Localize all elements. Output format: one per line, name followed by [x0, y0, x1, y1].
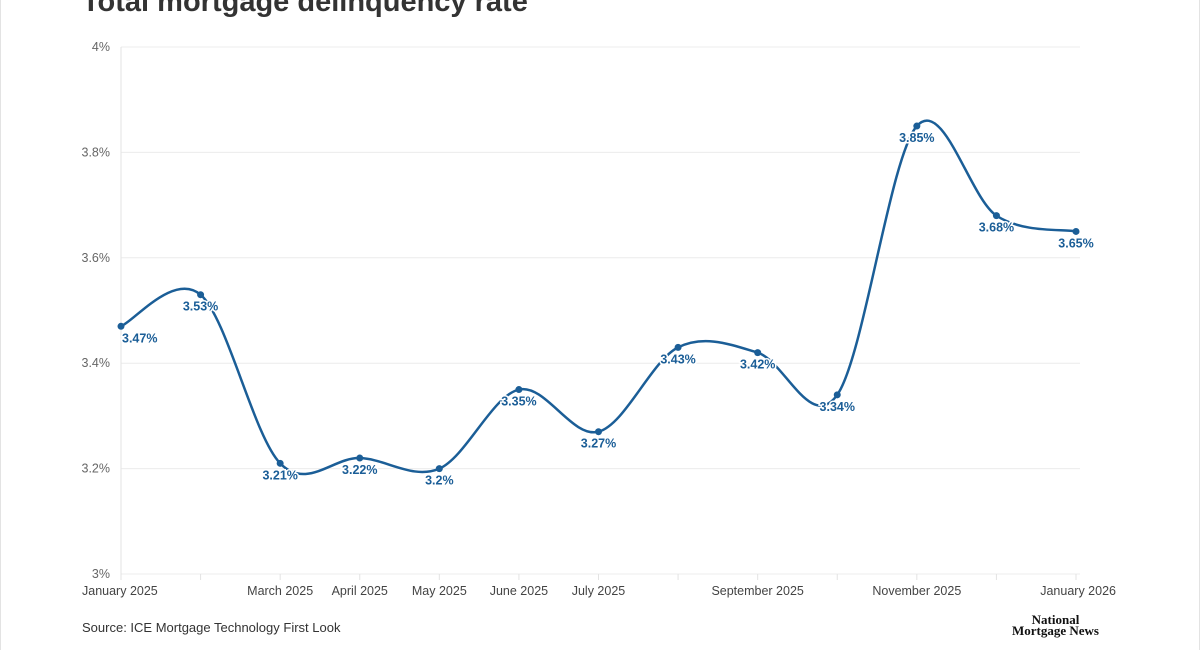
y-tick-label: 3.4% [82, 356, 111, 370]
data-label: 3.42% [740, 358, 775, 372]
data-point [833, 391, 841, 399]
x-tick-label: April 2025 [332, 584, 388, 598]
data-point [197, 291, 205, 299]
y-tick-label: 3.8% [82, 145, 111, 159]
data-label: 3.35% [501, 395, 536, 409]
series-line [120, 119, 1077, 476]
data-point [117, 322, 125, 330]
data-point [276, 459, 284, 467]
data-point [992, 212, 1000, 220]
data-label: 3.22% [342, 463, 377, 477]
data-point [754, 349, 762, 357]
y-tick-label: 3.6% [82, 251, 111, 265]
x-tick-label: November 2025 [872, 584, 961, 598]
data-label: 3.34% [820, 400, 855, 414]
data-label: 3.2% [425, 474, 454, 488]
data-point [595, 428, 602, 436]
x-tick-label: September 2025 [711, 584, 803, 598]
data-point [913, 122, 921, 130]
data-label: 3.21% [262, 468, 297, 482]
data-point [435, 465, 443, 473]
y-tick-label: 3% [92, 567, 110, 581]
y-tick-label: 4% [92, 40, 110, 54]
x-tick-label: May 2025 [412, 584, 467, 598]
x-tick-label: January 2026 [1040, 584, 1116, 598]
data-point [356, 454, 364, 462]
data-point [1072, 227, 1080, 235]
data-label: 3.43% [660, 352, 695, 366]
national-mortgage-news-logo: National Mortgage News [1012, 612, 1099, 638]
x-tick-label: June 2025 [490, 584, 548, 598]
x-tick-label: January 2025 [82, 584, 158, 598]
data-label: 3.27% [581, 437, 616, 451]
chart-title: Total mortgage delinquency rate [82, 0, 528, 18]
x-tick-label: July 2025 [572, 584, 626, 598]
data-label: 3.68% [979, 221, 1014, 235]
data-point [674, 343, 682, 351]
data-label: 3.53% [183, 300, 218, 314]
line-chart: 3% 3.2% 3.4% 3.6% 3.8% 4% January 2025 March 20… [82, 40, 1117, 598]
data-label: 3.47% [122, 331, 157, 345]
source-note: Source: ICE Mortgage Technology First Lo… [82, 620, 341, 635]
data-label: 3.65% [1058, 236, 1093, 250]
data-label: 3.85% [899, 131, 934, 145]
y-tick-label: 3.2% [82, 462, 111, 476]
x-tick-label: March 2025 [247, 584, 313, 598]
data-point [515, 386, 523, 394]
